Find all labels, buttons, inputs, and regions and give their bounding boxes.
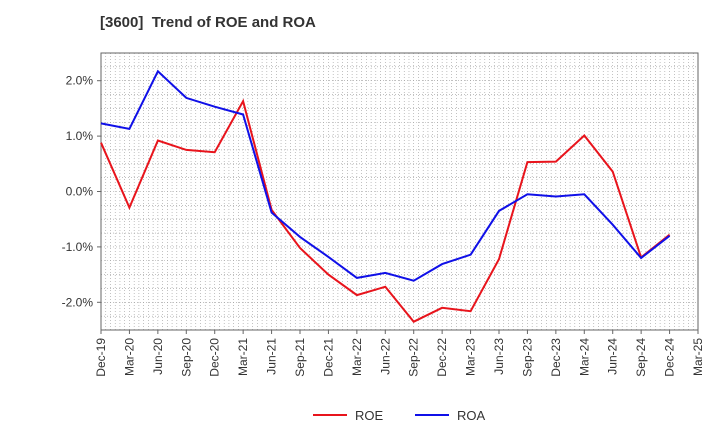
y-tick-label: -1.0%: [62, 240, 94, 254]
y-tick-label: -2.0%: [62, 295, 94, 309]
legend-label-roe: ROE: [355, 408, 384, 423]
x-tick-label: Dec-24: [663, 338, 677, 377]
x-tick-label: Mar-24: [577, 338, 591, 376]
x-tick-label: Dec-19: [94, 338, 108, 377]
x-tick-label: Mar-20: [122, 338, 136, 376]
x-tick-label: Dec-23: [549, 338, 563, 377]
x-tick-label: Sep-24: [634, 338, 648, 377]
series-line-roa: [100, 69, 671, 282]
x-tick-label: Mar-25: [691, 338, 705, 376]
x-tick-label: Jun-23: [492, 338, 506, 375]
x-tick-label: Sep-21: [293, 338, 307, 377]
legend-label-roa: ROA: [457, 408, 486, 423]
x-tick-label: Jun-20: [151, 338, 165, 375]
x-tick-label: Jun-21: [265, 338, 279, 375]
x-tick-label: Dec-20: [208, 338, 222, 377]
x-tick-label: Jun-22: [378, 338, 392, 375]
x-axis-ticks: Dec-19 Mar-20 Jun-20 Sep-20 Dec-20 Mar-21 Jun-…: [94, 330, 705, 377]
y-tick-label: 1.0%: [66, 129, 94, 143]
series-lines: [100, 69, 671, 323]
grid-lines: [101, 53, 698, 330]
x-tick-label: Sep-22: [407, 338, 421, 377]
x-tick-label: Mar-21: [236, 338, 250, 376]
x-tick-label: Jun-24: [606, 338, 620, 375]
y-tick-label: 2.0%: [66, 74, 94, 88]
x-tick-label: Sep-20: [179, 338, 193, 377]
y-axis-ticks: 2.0% 1.0% 0.0% -1.0% -2.0%: [62, 74, 101, 309]
series-line-roe: [100, 98, 671, 323]
legend: ROE ROA: [313, 408, 486, 423]
y-tick-label: 0.0%: [66, 185, 94, 199]
chart-title: [3600] Trend of ROE and ROA: [100, 14, 316, 31]
x-tick-label: Mar-23: [464, 338, 478, 376]
x-tick-label: Sep-23: [520, 338, 534, 377]
x-tick-label: Dec-21: [321, 338, 335, 377]
x-tick-label: Mar-22: [350, 338, 364, 376]
x-tick-label: Dec-22: [435, 338, 449, 377]
